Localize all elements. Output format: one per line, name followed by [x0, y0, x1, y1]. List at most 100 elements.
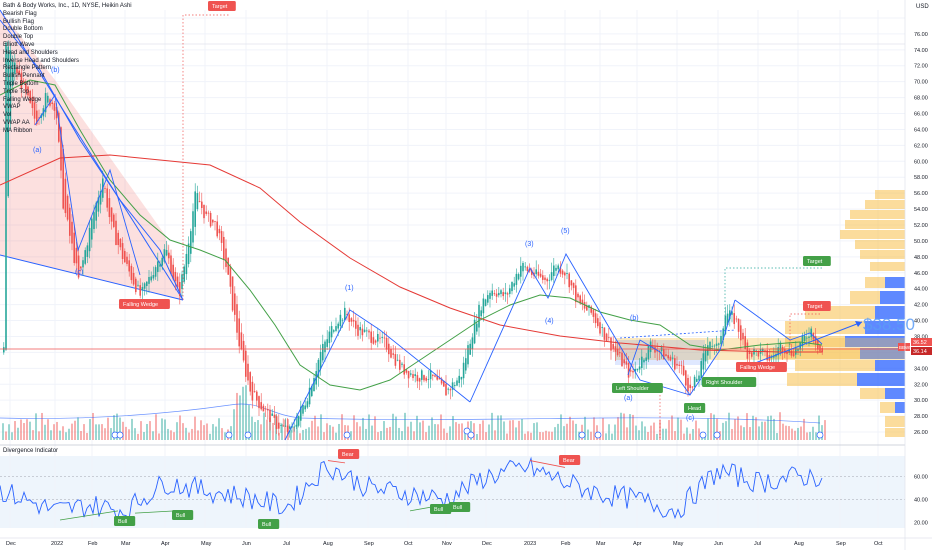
volume-bar	[341, 414, 343, 440]
candle-body	[484, 299, 487, 306]
bear-badge-bg	[338, 449, 360, 459]
wave-label: (a)	[624, 395, 633, 402]
volume-bar	[617, 417, 619, 440]
volume-bar	[197, 430, 199, 440]
candle-body	[720, 335, 722, 345]
volume-profile-bar	[875, 306, 905, 319]
candle-body	[282, 425, 284, 427]
candle-body	[616, 349, 619, 356]
volume-bar	[476, 433, 478, 440]
volume-bar	[59, 430, 61, 440]
volume-bar	[386, 427, 388, 440]
candle-body	[322, 343, 324, 361]
candle-body	[575, 285, 577, 303]
volume-bar	[152, 431, 154, 440]
candle-body	[687, 377, 689, 392]
x-tick-label: Feb	[561, 541, 570, 547]
volume-bar	[77, 417, 79, 440]
candle-body	[339, 314, 342, 327]
candle-body	[482, 298, 485, 314]
candle-body	[416, 375, 419, 382]
volume-bar	[5, 431, 7, 440]
volume-bar	[446, 432, 448, 440]
candle-body	[645, 357, 647, 362]
volume-bar	[8, 424, 10, 440]
candle-body	[190, 231, 192, 254]
candle-body	[383, 337, 386, 339]
volume-bar	[593, 417, 595, 440]
volume-bar	[428, 425, 430, 440]
candle-body	[113, 214, 115, 227]
volume-bar	[332, 426, 334, 440]
candle-body	[11, 61, 14, 86]
candle-body	[427, 379, 430, 380]
y-tick-label: 44.00	[914, 287, 928, 293]
candle-body	[777, 347, 779, 356]
volume-bar	[74, 420, 76, 440]
candle-body	[489, 292, 491, 299]
volume-bar	[524, 433, 526, 440]
candle-body	[80, 266, 82, 269]
candle-body	[192, 211, 194, 243]
candle-body	[355, 320, 357, 329]
wave-label: (c)	[75, 269, 83, 276]
candle-body	[14, 62, 16, 74]
candle-body	[313, 378, 315, 392]
candle-body	[286, 425, 289, 432]
candle-body	[691, 386, 694, 388]
volume-bar	[263, 412, 265, 440]
candle-body	[733, 313, 735, 325]
candle-body	[236, 304, 238, 333]
volume-bar	[83, 424, 85, 440]
volume-bar	[119, 417, 121, 440]
volume-bar	[158, 433, 160, 440]
volume-bar	[29, 421, 31, 440]
volume-bar	[779, 412, 781, 440]
candle-body	[183, 266, 185, 282]
candle-body	[264, 408, 267, 410]
candle-body	[698, 375, 700, 381]
volume-bar	[182, 423, 184, 440]
volume-profile-bar	[865, 321, 905, 334]
volume-bar	[647, 431, 649, 440]
bull-badge: Bull	[262, 522, 271, 528]
volume-bar	[722, 422, 724, 440]
volume-bar	[149, 421, 151, 440]
candle-body	[174, 271, 177, 282]
candle-body	[308, 387, 311, 405]
candle-body	[146, 281, 148, 287]
volume-profile-bar	[880, 291, 905, 304]
volume-bar	[638, 430, 640, 440]
volume-bar	[632, 414, 634, 440]
volume-bar	[401, 431, 403, 440]
y-tick-label: 70.00	[914, 80, 928, 86]
volume-profile-bar	[865, 277, 885, 288]
volume-bar	[584, 416, 586, 440]
candle-body	[548, 279, 551, 281]
candle-body	[258, 396, 260, 409]
left-shoulder-badge-bg	[612, 383, 663, 393]
candle-body	[711, 345, 713, 347]
volume-profile-bar	[865, 200, 905, 209]
candle-body	[511, 282, 513, 292]
volume-bar	[32, 430, 34, 440]
candle-body	[366, 330, 368, 332]
candle-body	[381, 337, 383, 338]
candle-body	[29, 90, 31, 103]
candle-body	[284, 425, 287, 427]
y-tick-label: 40.00	[914, 319, 928, 325]
candle-body	[522, 262, 524, 272]
candle-body	[751, 352, 753, 357]
candle-body	[330, 326, 333, 338]
candle-body	[498, 292, 500, 296]
volume-bar	[785, 425, 787, 440]
volume-bar	[410, 421, 412, 440]
last-price-bg2	[911, 347, 932, 355]
volume-bar	[221, 428, 223, 440]
candle-body	[119, 238, 122, 248]
volume-bar	[590, 431, 592, 440]
volume-bar	[128, 429, 130, 440]
y-tick-label: 60.00	[914, 159, 928, 165]
